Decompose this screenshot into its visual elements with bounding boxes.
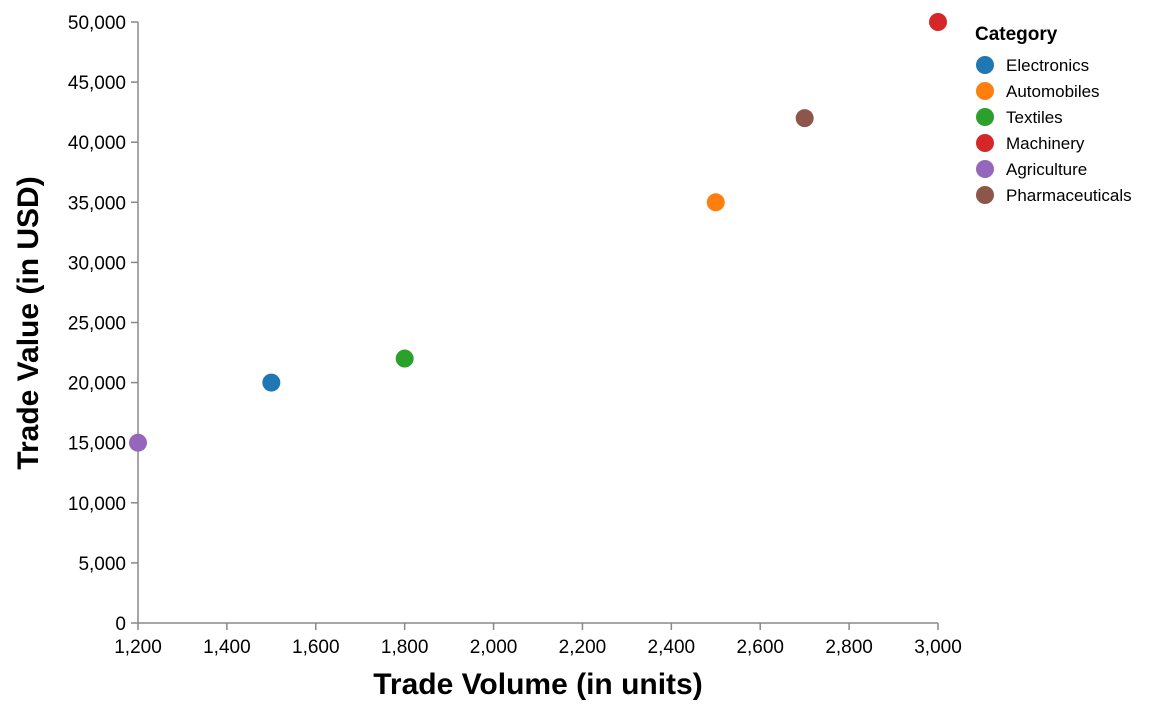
y-tick-label: 10,000 [68, 494, 126, 515]
y-tick-label: 25,000 [68, 314, 126, 335]
data-point-pharmaceuticals [795, 109, 814, 128]
legend-label-machinery: Machinery [1006, 134, 1085, 153]
legend-swatch-textiles [976, 108, 994, 126]
x-tick-label: 1,600 [292, 637, 340, 658]
data-point-machinery [929, 13, 947, 31]
legend-swatch-electronics [976, 56, 994, 74]
data-points [129, 13, 947, 452]
y-tick-label: 50,000 [68, 13, 126, 34]
data-point-agriculture [129, 433, 147, 452]
x-tick-label: 1,800 [381, 637, 429, 658]
x-axis-title: Trade Volume (in units) [373, 668, 702, 701]
legend-swatch-agriculture [976, 160, 994, 178]
legend: Category Electronics Automobiles Textiles M… [975, 24, 1132, 205]
y-tick-label: 40,000 [68, 133, 126, 154]
data-point-electronics [262, 373, 281, 392]
y-tick-label: 0 [115, 614, 126, 635]
legend-label-electronics: Electronics [1006, 56, 1089, 75]
x-tick-label: 2,200 [559, 637, 607, 658]
legend-label-agriculture: Agriculture [1006, 160, 1087, 179]
x-tick-label: 2,000 [470, 637, 518, 658]
y-tick-label: 15,000 [68, 434, 126, 455]
x-tick-label: 2,400 [648, 637, 696, 658]
data-point-textiles [395, 349, 414, 368]
x-tick-label: 2,600 [736, 637, 784, 658]
x-tick-label: 3,000 [914, 637, 962, 658]
legend-swatch-pharmaceuticals [976, 186, 994, 204]
x-axis: 1,200 1,400 1,600 1,800 2,000 2,200 2,400 2,600… [114, 622, 962, 658]
legend-swatch-machinery [976, 134, 994, 152]
y-axis-title: Trade Value (in USD) [12, 176, 45, 469]
legend-label-textiles: Textiles [1006, 108, 1063, 127]
y-axis: 0 5,000 10,000 15,000 20,000 25,000 30,000 35,0… [68, 13, 139, 635]
y-tick-label: 20,000 [68, 374, 126, 395]
y-tick-label: 35,000 [68, 193, 126, 214]
x-tick-label: 1,200 [114, 637, 162, 658]
y-tick-label: 30,000 [68, 253, 126, 274]
legend-label-automobiles: Automobiles [1006, 82, 1100, 101]
x-tick-label: 1,400 [203, 637, 251, 658]
y-tick-label: 5,000 [78, 554, 126, 575]
x-tick-label: 2,800 [825, 637, 873, 658]
legend-swatch-automobiles [976, 82, 994, 100]
y-tick-label: 45,000 [68, 73, 126, 94]
data-point-automobiles [706, 193, 725, 212]
legend-title: Category [975, 24, 1058, 45]
legend-label-pharmaceuticals: Pharmaceuticals [1006, 186, 1132, 205]
